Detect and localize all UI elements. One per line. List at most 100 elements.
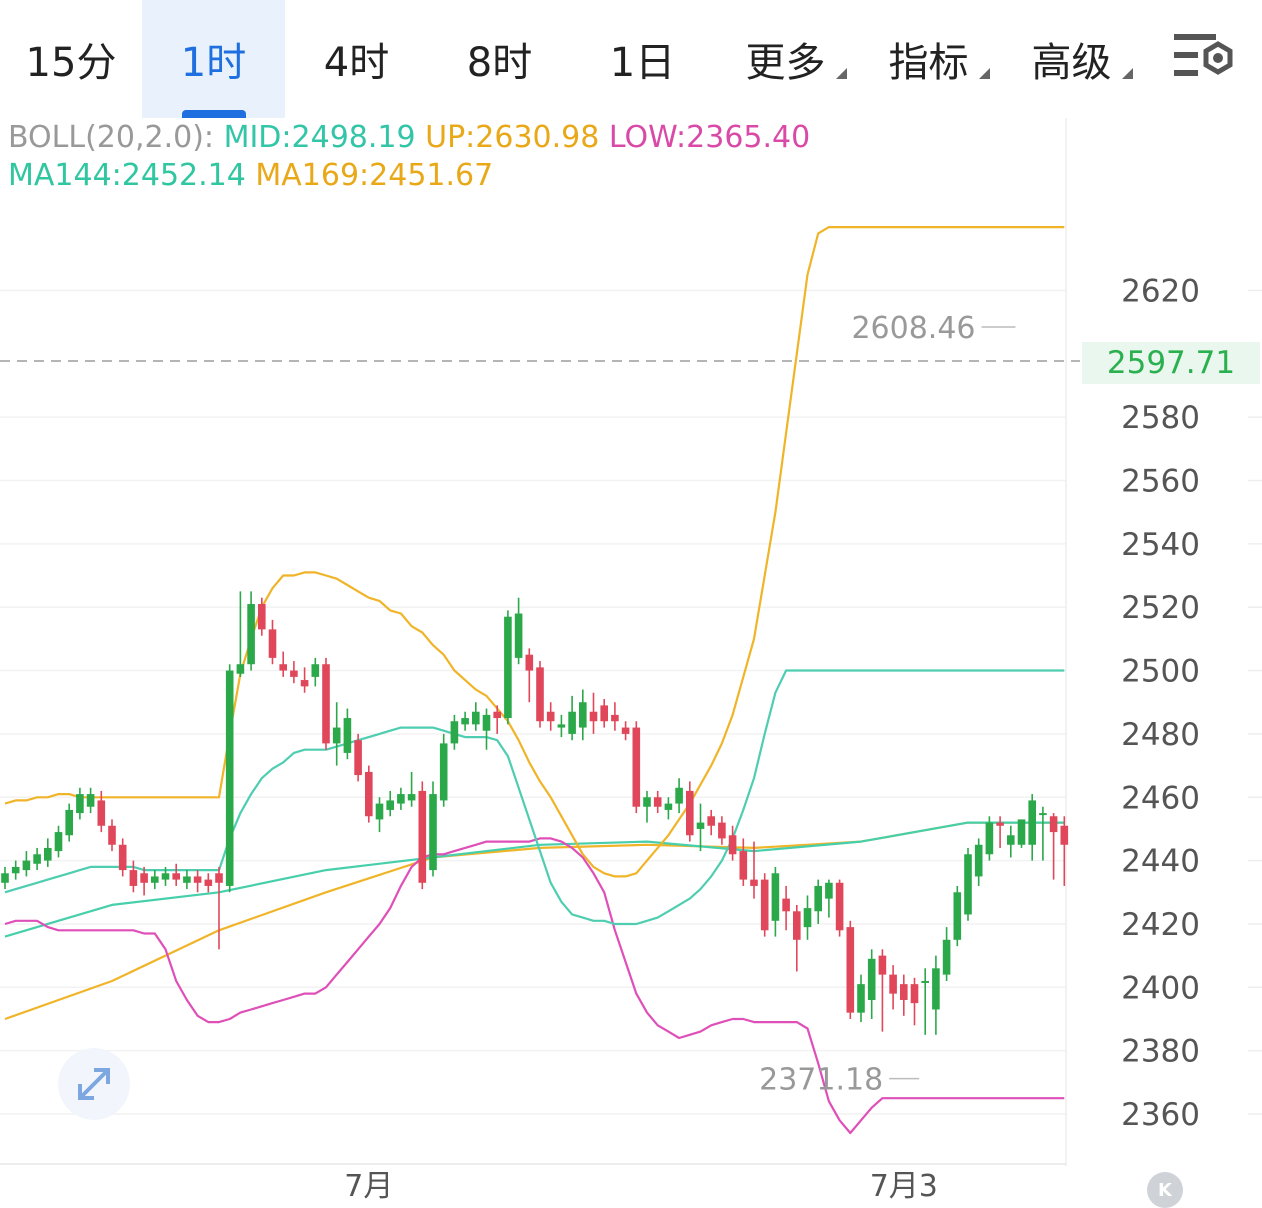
high-price-annotation: 2608.46 — [851, 311, 975, 346]
candle-body — [825, 882, 833, 899]
candle-body — [953, 892, 962, 940]
candle-body — [750, 879, 758, 886]
candle-body — [835, 882, 844, 931]
candle-body — [108, 825, 116, 845]
candle-body — [857, 984, 865, 1013]
candle-body — [739, 851, 748, 880]
candle-body — [343, 718, 352, 753]
candle-body — [910, 984, 919, 1004]
candle-body — [33, 854, 41, 864]
candle-body — [675, 787, 683, 804]
tab-4[interactable]: 1日 — [571, 0, 714, 118]
candle-body — [22, 860, 31, 871]
dropdown-indicator-icon — [979, 68, 990, 79]
chart-settings-button[interactable] — [1168, 30, 1238, 86]
candle-body — [97, 800, 106, 826]
candle-body — [1039, 813, 1047, 816]
candle-body — [375, 803, 384, 820]
candle-body — [1028, 800, 1036, 845]
ma144-line — [4, 821, 1065, 938]
candle-body — [568, 711, 576, 734]
candle-body — [782, 898, 790, 912]
y-tick-label: 2440 — [1121, 844, 1200, 880]
candle-body — [600, 705, 608, 722]
candle-body — [1017, 819, 1026, 845]
candle-body — [193, 876, 202, 883]
timeframe-tabbar: 15分 1时 4时 8时 1日 更多 指标 高级 — [0, 0, 1262, 118]
candle-body — [867, 958, 876, 1000]
candle-body — [621, 727, 630, 734]
candle-body — [579, 702, 587, 728]
candle-body — [504, 616, 512, 719]
candle-body — [921, 980, 929, 983]
tab-label: 更多 — [745, 40, 826, 86]
candle-body — [964, 854, 972, 915]
chart-settings-icon — [1174, 34, 1233, 76]
tab-label: 1时 — [180, 40, 247, 86]
y-tick-label: 2620 — [1121, 273, 1200, 309]
candle-body — [172, 873, 180, 880]
y-tick-label: 2540 — [1121, 527, 1200, 563]
boll-up-line — [4, 225, 1065, 878]
y-tick-label: 2420 — [1121, 907, 1200, 943]
candle-body — [386, 800, 394, 810]
candle-body — [793, 911, 801, 940]
candle-body — [236, 664, 245, 674]
candlestick-chart[interactable]: 2360 2380 2400 2420 2440 2460 2480 2500 2520 2540… — [0, 118, 1262, 1208]
candle-body — [140, 873, 148, 883]
boll-up-value: UP:2630.98 — [425, 120, 600, 155]
tab-label: 1日 — [609, 40, 676, 86]
tab-label: 4时 — [323, 40, 390, 86]
candle-body — [204, 879, 213, 886]
candle-body — [728, 835, 737, 855]
candle-body — [611, 714, 619, 722]
candle-body — [365, 771, 373, 817]
k-button[interactable]: K — [1147, 1172, 1183, 1208]
expand-button[interactable] — [58, 1048, 130, 1120]
candle-body — [546, 711, 555, 722]
candle-body — [482, 714, 491, 731]
candle-body — [311, 664, 320, 677]
candle-body — [354, 740, 362, 776]
candle-body — [707, 816, 715, 826]
candle-body — [215, 873, 223, 883]
tab-7[interactable]: 高级 — [1000, 0, 1143, 118]
candle-body — [418, 790, 427, 883]
tab-6[interactable]: 指标 — [857, 0, 1000, 118]
y-tick-label: 2560 — [1121, 464, 1200, 500]
candle-body — [225, 670, 234, 886]
tab-label: 指标 — [888, 40, 969, 86]
y-tick-label: 2520 — [1121, 590, 1200, 626]
candle-body — [54, 832, 63, 852]
y-tick-label: 2400 — [1121, 970, 1200, 1006]
boll-mid-line — [4, 669, 1065, 926]
candle-body — [803, 908, 812, 928]
candle-body — [771, 873, 780, 921]
candle-body — [718, 822, 726, 839]
candle-body — [1007, 835, 1015, 845]
candle-body — [985, 822, 994, 855]
candle-body — [643, 797, 651, 807]
tab-2[interactable]: 4时 — [285, 0, 428, 118]
boll-legend: BOLL(20,2.0): MID:2498.19 UP:2630.98 LOW… — [8, 120, 810, 155]
boll-mid-value: MID:2498.19 — [223, 120, 416, 155]
candle-body — [268, 629, 277, 658]
candle-body — [974, 844, 983, 877]
boll-prefix: BOLL(20,2.0): — [8, 120, 215, 155]
candle-body — [664, 803, 673, 810]
candle-body — [536, 667, 544, 722]
candle-body — [300, 680, 309, 687]
x-tick-label: 7月 — [344, 1169, 393, 1204]
tab-3[interactable]: 8时 — [428, 0, 571, 118]
candle-body — [996, 822, 1004, 826]
candle-body — [878, 955, 887, 975]
ma169-value: MA169:2451.67 — [255, 158, 494, 193]
tab-5[interactable]: 更多 — [714, 0, 857, 118]
candle-body — [450, 721, 459, 744]
x-tick-label: 7月3 — [870, 1169, 938, 1204]
candle-body — [279, 664, 287, 671]
tab-0[interactable]: 15分 — [0, 0, 142, 118]
y-tick-label: 2580 — [1121, 400, 1200, 436]
tab-1[interactable]: 1时 — [142, 0, 285, 118]
candle-body — [290, 670, 298, 677]
